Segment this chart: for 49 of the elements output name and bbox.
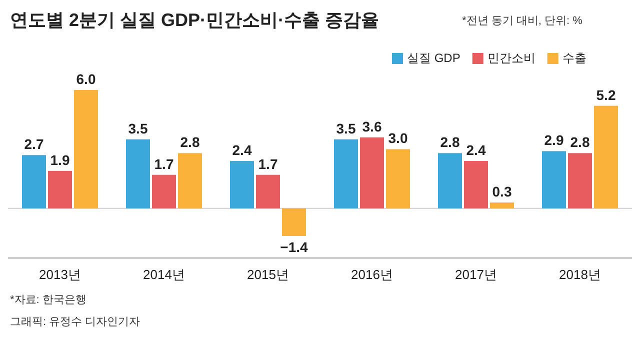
x-tick-label: 2014년 — [143, 267, 185, 282]
data-label: 2.8 — [440, 134, 460, 150]
bar — [178, 153, 202, 208]
chart-title: 연도별 2분기 실질 GDP·민간소비·수출 증감율 — [10, 10, 380, 30]
legend-label: 수출 — [562, 51, 586, 65]
x-tick-label: 2017년 — [455, 267, 497, 282]
data-label: 2.8 — [570, 134, 590, 150]
bar — [282, 208, 306, 236]
bar — [22, 155, 46, 208]
x-tick-label: 2018년 — [559, 267, 601, 282]
data-label: 1.9 — [50, 152, 70, 168]
x-tick-label: 2013년 — [39, 267, 81, 282]
data-label: 1.7 — [154, 156, 174, 172]
x-tick-label: 2015년 — [247, 267, 289, 282]
data-label: 3.5 — [336, 120, 356, 136]
data-label: 3.6 — [362, 118, 382, 134]
chart-subtitle: *전년 동기 대비, 단위: % — [462, 15, 583, 27]
data-label: −1.4 — [280, 239, 308, 255]
text: 그래픽: 유정수 디자인기자 — [10, 316, 140, 328]
data-label: 3.0 — [388, 130, 408, 146]
bar — [360, 137, 384, 208]
bar — [464, 161, 488, 208]
bar — [334, 139, 358, 208]
bar — [568, 153, 592, 208]
bar — [48, 170, 72, 208]
text: *자료: 한국은행 — [10, 294, 86, 306]
data-label: 3.5 — [128, 120, 148, 136]
data-label: 5.2 — [596, 86, 616, 103]
bar — [438, 153, 462, 208]
bar — [542, 151, 566, 208]
data-label: 2.4 — [466, 142, 486, 158]
data-label: 1.7 — [258, 156, 278, 172]
data-label: 2.7 — [24, 136, 44, 152]
data-label: 6.0 — [76, 71, 96, 87]
bar — [74, 90, 98, 208]
bar — [230, 161, 254, 208]
data-label: 0.3 — [492, 183, 512, 200]
data-label: 2.8 — [180, 134, 200, 150]
bar — [490, 202, 514, 208]
bar — [594, 106, 618, 208]
data-label: 2.9 — [544, 132, 564, 148]
bar — [152, 174, 176, 208]
legend-label: 민간소비 — [487, 51, 536, 65]
bar — [126, 139, 150, 208]
data-label: 2.4 — [232, 142, 252, 158]
x-tick-label: 2016년 — [351, 267, 393, 282]
bar — [256, 174, 280, 208]
legend-label: 실질 GDP — [407, 51, 460, 65]
bar — [386, 149, 410, 208]
